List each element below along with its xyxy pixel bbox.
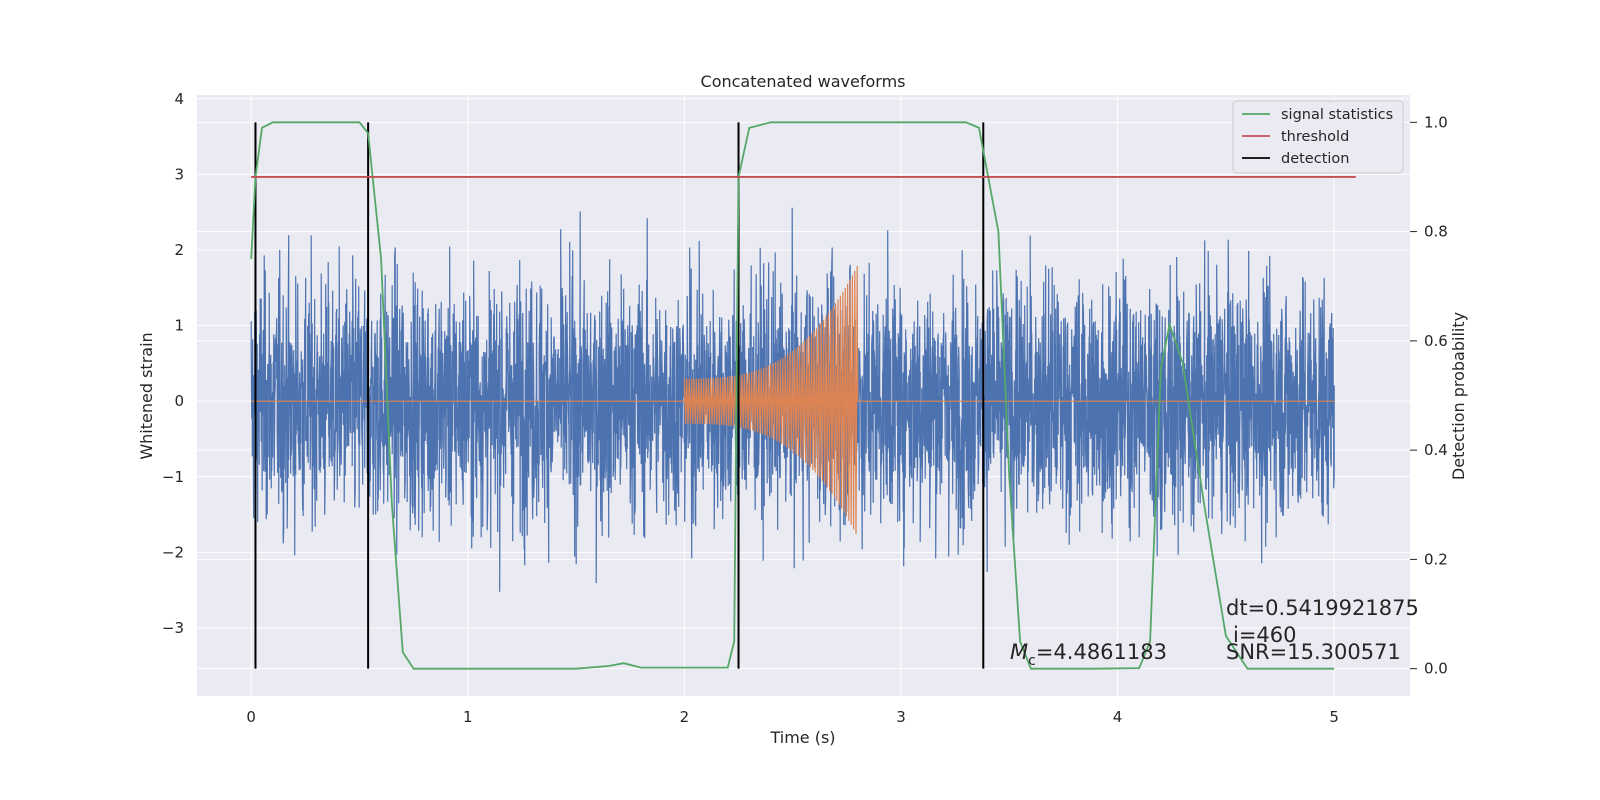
y-tick-label: 0 — [174, 392, 184, 410]
y-tick-label: −1 — [162, 468, 184, 486]
y2-tick-label: 0.6 — [1424, 332, 1448, 350]
snr-annotation: SNR=15.300571 — [1226, 640, 1401, 664]
y2-tick-label: 0.0 — [1424, 660, 1448, 678]
x-axis-ticks: 0 1 2 3 4 5 — [246, 708, 1339, 726]
y-tick-label: −3 — [162, 619, 184, 637]
y2-axis-ticks: 0.0 0.2 0.4 0.6 0.8 1.0 — [1410, 113, 1448, 678]
signal-statistics-line — [250, 121, 1335, 670]
x-tick-label: 3 — [896, 708, 906, 726]
x-tick-label: 2 — [680, 708, 690, 726]
legend-label-signal-statistics: signal statistics — [1281, 107, 1393, 123]
x-tick-label: 5 — [1329, 708, 1339, 726]
y2-tick-label: 0.4 — [1424, 441, 1448, 459]
legend: signal statistics threshold detection — [1232, 100, 1404, 174]
y2-tick-label: 0.8 — [1424, 223, 1448, 241]
y2-tick-label: 1.0 — [1424, 113, 1448, 131]
dt-annotation: dt=0.5419921875 — [1226, 596, 1419, 620]
x-tick-label: 0 — [246, 708, 256, 726]
chirp-mass-annotation: Mc=4.4861183 — [1010, 640, 1167, 669]
index-annotation: i=460 — [1233, 623, 1297, 647]
y-tick-label: 2 — [174, 241, 184, 259]
y-axis-ticks: −3 −2 −1 0 1 2 3 4 — [162, 90, 184, 637]
chart-title: Concatenated waveforms — [701, 72, 906, 91]
y2-tick-label: 0.2 — [1424, 550, 1448, 568]
legend-label-threshold: threshold — [1281, 129, 1349, 145]
y2-axis-label: Detection probability — [1449, 312, 1468, 480]
legend-label-detection: detection — [1281, 151, 1349, 167]
chirp-template-series — [251, 265, 1335, 535]
x-axis-label: Time (s) — [769, 728, 835, 747]
x-tick-label: 1 — [463, 708, 473, 726]
y-tick-label: 1 — [174, 317, 184, 335]
y-tick-label: 4 — [174, 90, 184, 108]
y-tick-label: 3 — [174, 165, 184, 183]
legend-box — [1232, 100, 1404, 174]
x-tick-label: 4 — [1113, 708, 1123, 726]
y-tick-label: −2 — [162, 543, 184, 561]
y-axis-label: Whitened strain — [137, 332, 156, 459]
